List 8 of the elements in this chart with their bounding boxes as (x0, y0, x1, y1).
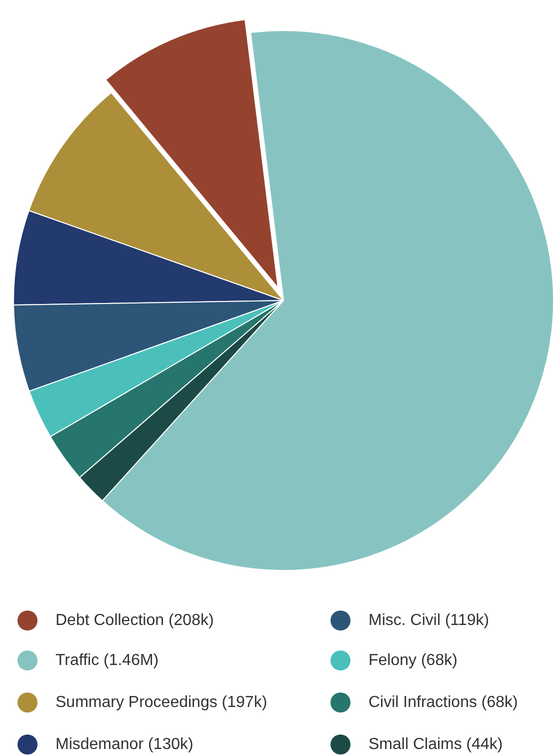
legend-label: Summary Proceedings (197k) (56, 694, 268, 711)
legend-label: Small Claims (44k) (368, 736, 503, 753)
legend-label: Civil Infractions (68k) (368, 694, 518, 711)
legend-label: Felony (68k) (368, 652, 458, 669)
legend-label: Misc. Civil (119k) (368, 612, 490, 629)
legend-label: Traffic (1.46M) (56, 652, 159, 669)
legend-label: Debt Collection (208k) (56, 612, 214, 629)
legend-label: Misdemanor (130k) (56, 736, 194, 753)
